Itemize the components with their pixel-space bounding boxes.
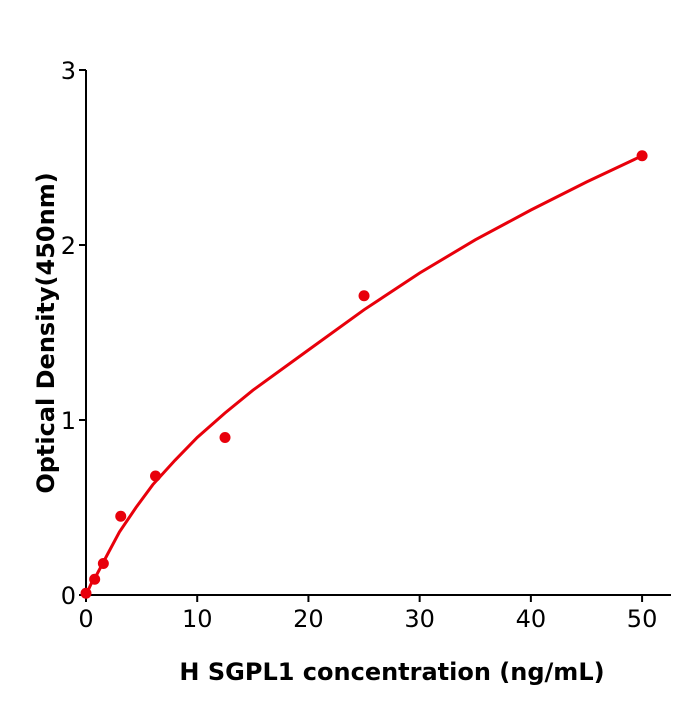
x-tick-label: 0 xyxy=(78,605,93,633)
data-point xyxy=(89,573,101,585)
data-point xyxy=(80,587,92,599)
x-tick-label: 20 xyxy=(293,605,324,633)
y-tick-label: 3 xyxy=(61,57,76,85)
data-point xyxy=(97,558,109,569)
x-tick-label: 40 xyxy=(516,605,547,633)
y-tick-label: 2 xyxy=(61,232,76,260)
data-point xyxy=(219,432,231,443)
data-points xyxy=(80,150,648,599)
data-point xyxy=(358,290,370,302)
fit-curve xyxy=(84,154,643,596)
y-axis-label: Optical Density(450nm) xyxy=(32,172,60,493)
data-point xyxy=(150,470,162,482)
data-point xyxy=(115,510,127,522)
x-axis-label: H SGPL1 concentration (ng/mL) xyxy=(179,658,604,686)
data-point xyxy=(636,150,648,162)
y-tick-label: 1 xyxy=(61,407,76,435)
axes: 0 10 20 30 40 50 0 1 2 3 xyxy=(61,57,671,633)
y-tick-label: 0 xyxy=(61,582,76,610)
x-tick-label: 30 xyxy=(404,605,435,633)
x-tick-label: 10 xyxy=(182,605,213,633)
x-tick-label: 50 xyxy=(627,605,658,633)
